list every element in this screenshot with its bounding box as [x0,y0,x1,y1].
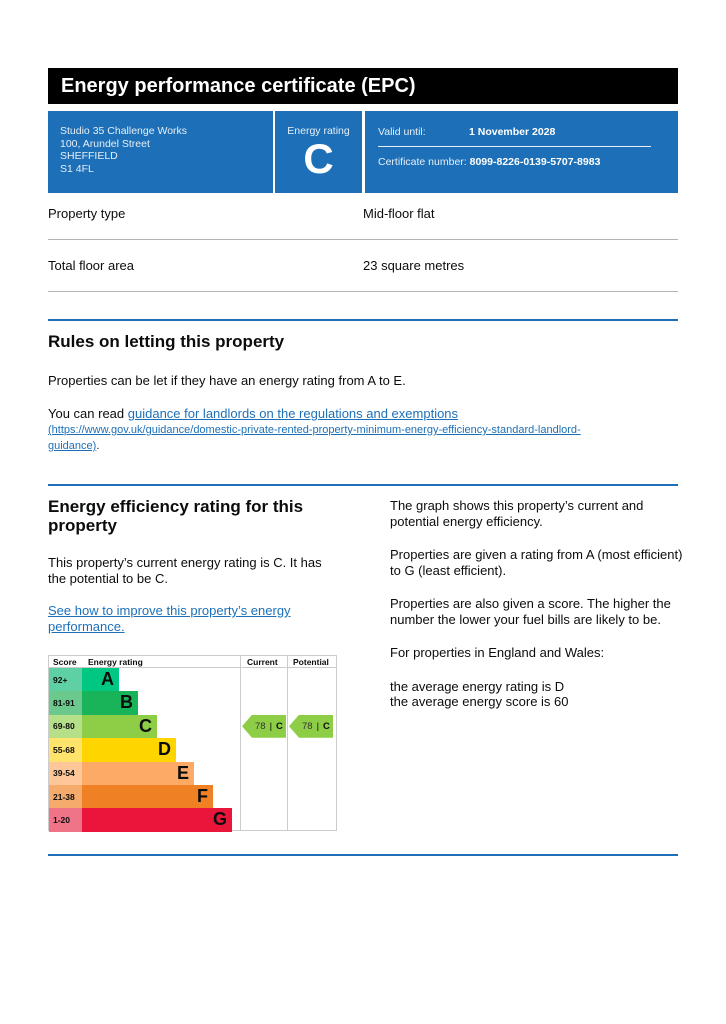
explanation-paragraph: Properties are given a rating from A (mo… [390,547,683,578]
guidance-url[interactable]: (https://www.gov.uk/guidance/domestic-pr… [48,424,581,436]
rules-heading: Rules on letting this property [48,332,285,351]
property-address: Studio 35 Challenge Works 100, Arundel S… [48,111,273,193]
energy-rating-label: Energy rating [287,125,350,137]
band-bar: B [82,691,138,715]
divider [48,291,678,292]
average-score: the average energy score is 60 [390,694,569,709]
column-divider [240,656,241,830]
header-energy-rating: Energy rating [88,657,143,667]
potential-rating-arrow: 78 | C [289,714,333,738]
energy-rating-chart: Score Energy rating Current Potential 92… [48,655,337,832]
band-score: 39-54 [49,761,82,785]
header-potential: Potential [293,657,329,667]
address-line: 100, Arundel Street [60,137,150,150]
explanation-paragraph: For properties in England and Wales: [390,645,605,660]
floor-area-value: 23 square metres [363,258,465,273]
band-bar: C [82,714,157,739]
band-bar: G [82,808,232,832]
property-type-label: Property type [48,206,126,221]
band-score: 92+ [49,668,82,692]
band-score: 55-68 [49,738,82,762]
explanation-paragraph: The graph shows this property’s current … [390,498,644,529]
band-score: 81-91 [49,691,82,715]
rules-text: Properties can be let if they have an en… [48,373,406,388]
band-bar: A [82,668,119,692]
band-score: 1-20 [49,808,82,832]
band-row-g: 1-20 G [49,808,232,832]
certificate-number-label: Certificate number: [378,156,467,168]
band-score: 21-38 [49,785,82,809]
band-bar: F [82,785,213,809]
property-type-value: Mid-floor flat [363,206,435,221]
band-row-f: 21-38 F [49,785,213,809]
rules-guidance: You can read guidance for landlords on t… [48,406,648,454]
current-rating-text: This property’s current energy rating is… [48,555,322,586]
potential-score: 78 [302,720,313,732]
guidance-url-cont[interactable]: guidance) [48,440,97,452]
address-line: SHEFFIELD [60,150,118,162]
current-rating-arrow: 78 | C [242,714,286,738]
band-score: 69-80 [49,714,82,739]
band-row-d: 55-68 D [49,738,176,762]
improve-link[interactable]: See how to improve this property’s energ… [48,603,291,634]
address-line: S1 4FL [60,162,94,175]
band-bar: D [82,738,176,762]
header-score: Score [53,657,77,667]
guidance-link[interactable]: guidance for landlords on the regulation… [127,406,459,421]
rules-guidance-prefix: You can read [48,406,128,421]
page-title: Energy performance certificate (EPC) [48,68,678,104]
energy-rating-value: C [303,135,334,182]
energy-rating-box: Energy rating C [275,111,362,193]
valid-until-label: Valid until: [378,126,426,138]
section-divider [48,484,678,486]
efficiency-heading: Energy efficiency rating for this proper… [48,497,304,535]
band-row-c: 69-80 C [49,714,157,739]
current-score: 78 [255,720,266,732]
divider [48,239,678,240]
current-letter: C [276,720,283,732]
address-line: Studio 35 Challenge Works [60,125,188,137]
header-current: Current [247,657,278,667]
band-row-e: 39-54 E [49,761,194,785]
section-divider [48,854,678,856]
potential-letter: C [323,720,330,732]
period: . [96,440,100,452]
average-rating: the average energy rating is D [390,678,565,694]
valid-until-value: 1 November 2028 [469,126,556,138]
floor-area-label: Total floor area [48,258,134,273]
band-bar: E [82,761,194,785]
band-row-a: 92+ A [49,668,119,692]
chart-header: Score Energy rating Current Potential [49,656,336,668]
certificate-number-value: 8099-8226-0139-5707-8983 [469,156,601,168]
explanation-paragraph: Properties are also given a score. The h… [390,596,671,627]
certificate-info: Valid until: 1 November 2028 Certificate … [365,111,678,193]
band-row-b: 81-91 B [49,691,138,715]
column-divider [287,656,288,830]
section-divider [48,319,678,321]
efficiency-explanation: The graph shows this property’s current … [390,498,685,710]
